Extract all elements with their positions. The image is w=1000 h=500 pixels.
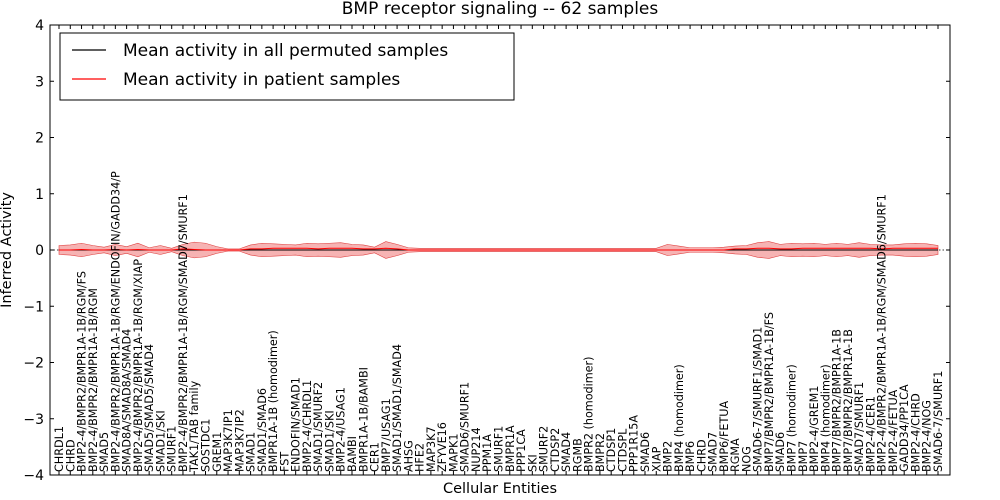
entity-label: SKI [526, 454, 539, 472]
entity-label: BMP2-4/BMPR2/BMPR1A-1B/RGM/SMAD7/SMURF1 [177, 194, 190, 472]
entity-label: SMAD8A/SMAD8A/SMAD4 [121, 329, 134, 472]
entity-label: BMP4 (homodimer) [819, 364, 832, 472]
entity-label: SMURF1 [166, 426, 179, 472]
entity-label: SMAD5 [98, 432, 111, 472]
entity-label: CHRD [695, 439, 708, 472]
entity-label: SMURF2 [538, 426, 551, 472]
entity-label: BMP6/FETUA [718, 401, 731, 472]
entity-label: SMAD6 [639, 432, 652, 472]
y-tick-label: 2 [35, 131, 44, 147]
legend-label-patient: Mean activity in patient samples [123, 70, 400, 90]
entity-label: BMP2 [662, 441, 675, 472]
entity-label: CTDSP1 [605, 428, 618, 472]
entity-label: SOSTDC1 [200, 419, 213, 472]
entity-label: NUP214 [470, 427, 483, 472]
entity-label: FST [278, 452, 291, 472]
entity-label: CER1 [369, 442, 382, 472]
legend-label-permuted: Mean activity in all permuted samples [123, 41, 448, 61]
entity-label: CTDSP2 [549, 428, 562, 472]
entity-label: BMP2-4/CHRD [909, 393, 922, 472]
entity-label: GADD34/PP1CA [898, 384, 911, 472]
entity-label: BMP7 [797, 441, 810, 472]
entity-label: BAMBI [346, 436, 359, 472]
entity-label: TAK1/TAB family [188, 380, 201, 473]
y-tick-label: −2 [23, 356, 44, 372]
legend: Mean activity in all permuted samples Me… [59, 32, 515, 101]
entity-label: HFE2 [414, 443, 427, 472]
entity-label: SMAD6-7/SMURF1 [932, 371, 945, 472]
legend-box [59, 32, 515, 101]
entity-label: RGMA [729, 438, 742, 472]
plot-area: −4−3−2−101234CHRDL1CHRDBMP2-4/BMPR2/BMPR… [23, 18, 951, 484]
entity-label: BMP2-4/GREM1 [808, 386, 821, 472]
entity-label: BMP2-4/CER1 [864, 396, 877, 472]
patient-mean-line [59, 247, 938, 251]
entity-label: RGMB [571, 438, 584, 472]
entity-label: BMP2-4/BMPR2/BMPR1A-1B/RGM [87, 288, 100, 472]
entity-label: SMAD1/SKI [323, 410, 336, 472]
entity-label: SMURF1 [493, 426, 506, 472]
entity-label: SMAD1/SMURF2 [312, 382, 325, 472]
entity-label: ZFYVE16 [436, 422, 449, 472]
entity-label: SMAD6-7/SMURF1/SMAD1 [752, 327, 765, 472]
entity-label: SMAD6 [774, 432, 787, 472]
entity-label: SMAD1 [245, 432, 258, 472]
entity-label: SMAD5/SMAD5/SMAD4 [143, 344, 156, 472]
entity-label: BMP2-4/NOG [921, 400, 934, 472]
entity-label: BMP2-4/CHRDL1 [301, 380, 314, 472]
entity-label: SMAD1/SMAD1/SMAD4 [391, 344, 404, 472]
y-tick-label: 0 [35, 243, 44, 259]
y-tick-label: 4 [35, 18, 44, 34]
entity-label: BMP7 (homodimer) [786, 364, 799, 472]
entity-label: CHRDL1 [53, 426, 66, 472]
entity-label: NOG [740, 446, 753, 472]
entity-label: CHRD [64, 439, 77, 472]
entity-label: BMP7/USAG1 [380, 398, 393, 472]
entity-label: BMP2-4/USAG1 [335, 387, 348, 472]
entity-label: BMP2-4/BMPR2/BMPR1A-1B/RGM/ENDOFIN/GADD3… [109, 171, 122, 472]
entity-label: BMPR1A [504, 425, 517, 472]
entity-label: BMP7/BMPR2/BMPR1A-1B/FS [763, 312, 776, 472]
chart-title: BMP receptor signaling -- 62 samples [342, 0, 659, 19]
entity-label: SMAD7 [707, 432, 720, 472]
y-tick-label: −1 [23, 299, 44, 315]
entity-label: BMPR1A-1B/BAMBI [357, 367, 370, 472]
entity-label: PPP1CA [515, 429, 528, 472]
x-axis-title: Cellular Entities [443, 481, 557, 497]
entity-label: XIAP [650, 446, 663, 472]
entity-label: BMP2-4/BMPR2/BMPR1A-1B/RGM/XIAP [132, 259, 145, 472]
entity-label: BMP2-4/BMPR2/BMPR1A-1B/RGM/SMAD6/SMURF1 [876, 194, 889, 472]
entity-label: BMP7/BMPR2/BMPR1A-1B [842, 329, 855, 472]
entity-label: BMPR2 [594, 433, 607, 472]
entity-label: BMP6 [684, 441, 697, 472]
y-tick-label: −3 [23, 412, 44, 428]
entity-label: SMAD4 [560, 432, 573, 472]
entity-label: CTDSPL [616, 428, 629, 472]
y-axis-title: Inferred Activity [0, 192, 15, 308]
entity-label: SMAD6/SMURF1 [459, 382, 472, 472]
entity-label: MAP3K7IP2 [233, 409, 246, 472]
y-tick-label: −4 [23, 468, 44, 484]
entity-label: AHSG [402, 440, 415, 472]
y-tick-label: 3 [35, 74, 44, 90]
entity-label: MAPK1 [447, 433, 460, 472]
entity-label: BMP2-4/BMPR2/BMPR1A-1B/RGM/FS [76, 271, 89, 472]
entity-label: SMAD7/SMURF1 [853, 382, 866, 472]
entity-label: PPP1R15A [628, 415, 641, 472]
entity-label: SMAD1/SMAD6 [256, 388, 269, 472]
entity-label: SMAD1/SKI [154, 410, 167, 472]
entity-label: BMP4 (homodimer) [673, 364, 686, 472]
entity-label: MAP3K7IP1 [222, 409, 235, 472]
entity-label: BMP2-4/FETUA [887, 389, 900, 472]
entity-label: BMPR2 (homodimer) [583, 356, 596, 472]
entity-label: BMPR1A-1B (homodimer) [267, 330, 280, 472]
entity-label: BMP7/BMPR2/BMPR1A-1B [831, 329, 844, 472]
entity-label: ENDOFIN/SMAD1 [290, 377, 303, 472]
y-tick-label: 1 [35, 187, 44, 203]
entity-label: GREM1 [211, 432, 224, 472]
entity-label: MAP3K7 [425, 426, 438, 472]
entity-label: PPM1A [481, 434, 494, 472]
